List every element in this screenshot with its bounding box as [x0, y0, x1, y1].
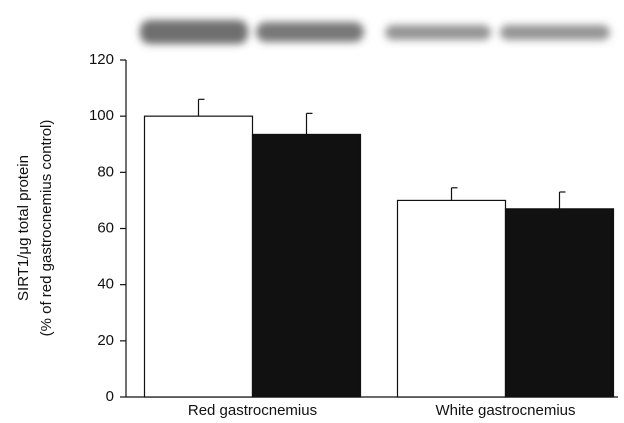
western-blot: [140, 20, 610, 44]
bar: [145, 116, 253, 397]
bar: [506, 209, 614, 397]
y-tick-label: 0: [106, 388, 114, 405]
y-tick-label: 40: [97, 276, 114, 293]
chart: SIRT1/μg total protein (% of red gastroc…: [0, 0, 624, 423]
y-tick-label: 80: [97, 163, 114, 180]
y-tick-label: 60: [97, 219, 114, 236]
x-tick-label: White gastrocnemius: [435, 402, 575, 419]
y-tick-label: 100: [89, 107, 114, 124]
y-axis-label: SIRT1/μg total protein: [15, 155, 32, 301]
y-axis-label: (% of red gastrocnemius control): [38, 120, 55, 337]
bar: [398, 200, 506, 397]
y-tick-label: 20: [97, 332, 114, 349]
x-tick-label: Red gastrocnemius: [188, 402, 317, 419]
bar: [253, 134, 361, 397]
y-tick-label: 120: [89, 51, 114, 68]
